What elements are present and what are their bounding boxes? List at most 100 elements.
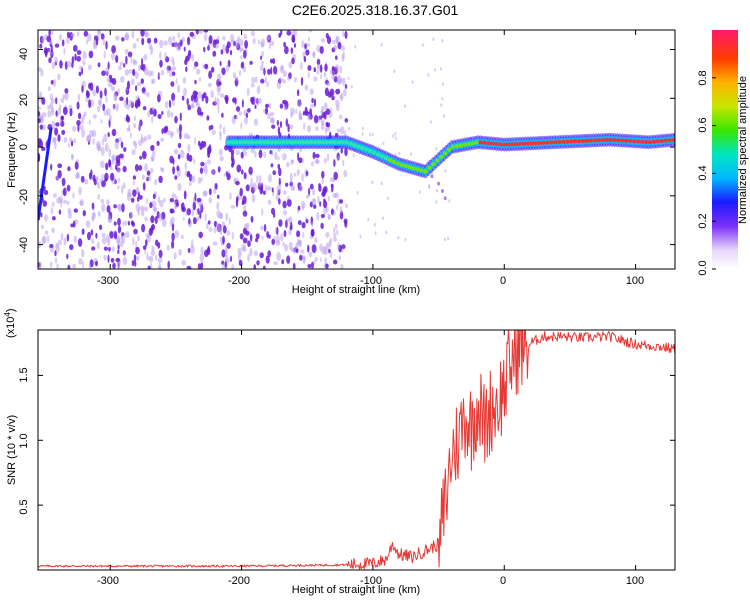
noise-speckle: [311, 244, 317, 254]
noise-speckle: [130, 55, 133, 65]
noise-speckle: [331, 66, 335, 71]
noise-speckle: [116, 238, 120, 246]
noise-speckle: [301, 40, 305, 49]
noise-speckle: [125, 55, 128, 65]
noise-speckle: [73, 235, 77, 243]
noise-speckle: [62, 199, 67, 204]
noise-speckle: [240, 122, 243, 130]
noise-speckle: [276, 185, 282, 194]
noise-speckle: [292, 185, 295, 191]
noise-speckle: [310, 261, 314, 269]
noise-speckle: [151, 200, 157, 208]
noise-speckle: [150, 167, 154, 173]
bottom-x-tick-label: 100: [626, 575, 644, 587]
noise-speckle: [329, 88, 335, 97]
noise-speckle: [49, 40, 53, 45]
noise-speckle: [172, 166, 176, 175]
noise-speckle: [303, 55, 307, 63]
noise-speckle: [177, 32, 181, 39]
noise-speckle: [88, 263, 92, 269]
noise-speckle: [291, 57, 295, 65]
noise-speckle: [157, 257, 163, 264]
noise-speckle: [140, 30, 145, 37]
noise-speckle: [114, 161, 117, 166]
noise-speckle: [146, 234, 151, 243]
noise-speckle: [197, 208, 200, 215]
noise-speckle: [117, 217, 121, 226]
noise-speckle: [191, 54, 195, 61]
ridge-core: [462, 142, 468, 147]
noise-speckle: [305, 170, 309, 176]
ridge-core: [332, 140, 337, 145]
left-edge-trace: [38, 127, 53, 221]
noise-speckle: [191, 208, 194, 217]
noise-speckle: [132, 189, 137, 197]
noise-speckle: [240, 61, 245, 69]
ridge-core: [301, 140, 306, 145]
noise-speckle: [137, 81, 142, 87]
noise-speckle: [159, 59, 163, 68]
noise-speckle: [172, 60, 175, 67]
noise-speckle: [72, 263, 77, 269]
noise-speckle: [272, 58, 276, 65]
noise-speckle: [86, 39, 89, 45]
noise-speckle: [282, 241, 285, 247]
noise-speckle: [296, 89, 300, 97]
noise-speckle: [73, 138, 77, 144]
noise-speckle: [309, 201, 313, 208]
noise-speckle: [77, 124, 80, 132]
ridge-core: [230, 140, 235, 145]
noise-speckle: [333, 171, 339, 181]
noise-speckle: [331, 75, 336, 80]
noise-speckle: [288, 61, 293, 69]
noise-speckle: [194, 61, 199, 67]
noise-speckle: [214, 39, 220, 45]
ridge-core: [628, 139, 633, 143]
noise-speckle: [219, 212, 223, 220]
top-y-axis-label: Frequency (Hz): [6, 112, 18, 188]
noise-speckle: [190, 104, 195, 109]
noise-speckle: [146, 37, 152, 44]
noise-speckle: [369, 132, 372, 137]
noise-speckle: [141, 223, 146, 233]
noise-speckle: [258, 149, 263, 159]
noise-speckle: [392, 134, 395, 138]
noise-speckle: [158, 212, 161, 219]
noise-speckle: [132, 58, 136, 64]
ridge-core: [324, 140, 330, 145]
noise-speckle: [140, 134, 143, 143]
noise-speckle: [187, 104, 191, 111]
noise-speckle: [290, 247, 294, 252]
noise-speckle: [255, 233, 260, 240]
noise-speckle: [171, 66, 177, 71]
ridge-core: [509, 142, 515, 147]
ridge-core: [450, 144, 456, 149]
noise-speckle: [283, 41, 286, 48]
noise-speckle: [289, 124, 294, 130]
noise-speckle: [242, 237, 248, 244]
noise-speckle: [385, 230, 388, 235]
ridge-core: [328, 140, 334, 145]
noise-speckle: [85, 220, 91, 229]
noise-speckle: [77, 93, 81, 102]
noise-speckle: [81, 129, 86, 138]
noise-speckle: [221, 112, 224, 118]
noise-speckle: [230, 149, 235, 156]
noise-speckle: [103, 110, 109, 116]
ridge-core: [525, 141, 531, 146]
ridge-core: [336, 140, 341, 145]
noise-speckle: [310, 103, 315, 108]
top-y-tick-label: 0: [18, 144, 30, 150]
noise-speckle: [204, 161, 207, 168]
noise-speckle: [78, 71, 82, 77]
ridge-core: [431, 162, 436, 167]
noise-speckle: [166, 65, 169, 74]
noise-speckle: [267, 199, 272, 205]
ridge-core: [608, 137, 613, 142]
noise-speckle: [336, 229, 339, 236]
noise-speckle: [88, 50, 94, 59]
ridge-core: [651, 139, 657, 144]
noise-speckle: [237, 247, 242, 254]
spectrogram-ridge: [38, 127, 675, 221]
noise-speckle: [190, 245, 195, 255]
